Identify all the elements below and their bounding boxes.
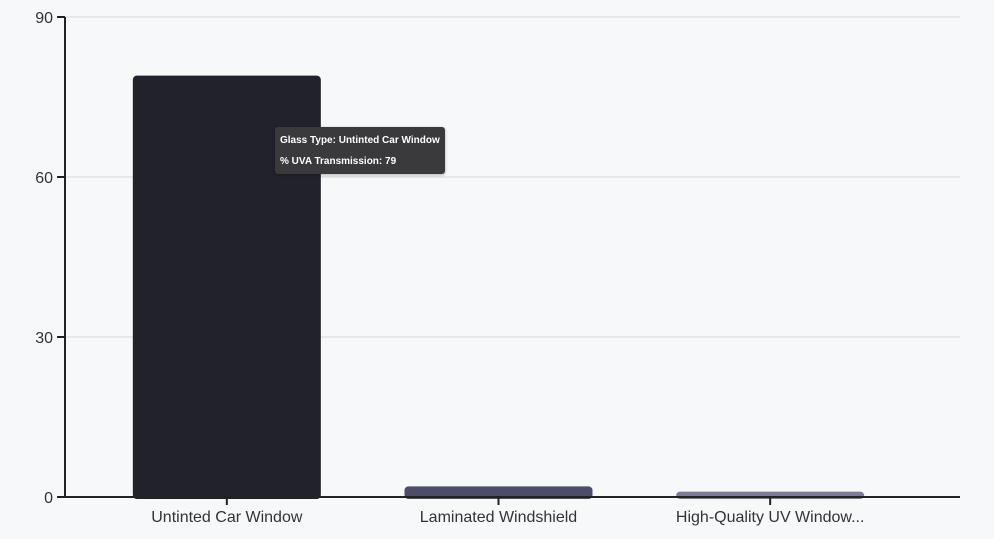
bar[interactable] (132, 75, 321, 500)
x-tick-label: Untinted Car Window (151, 509, 303, 526)
y-tick-label: 0 (44, 490, 53, 507)
tooltip-glass-type: Glass Type: Untinted Car Window (280, 135, 440, 146)
bars (132, 75, 865, 500)
y-tick-label: 60 (35, 170, 53, 187)
x-tick-label: High-Quality UV Window... (676, 509, 865, 526)
x-tick-label: Laminated Windshield (420, 509, 577, 526)
tooltip-uva-transmission: % UVA Transmission: 79 (280, 156, 397, 167)
x-axis-ticks: Untinted Car Window Laminated Windshield H… (151, 497, 864, 526)
y-axis-ticks: 0 30 60 90 (35, 10, 65, 507)
bar[interactable] (404, 486, 593, 499)
y-tick-label: 30 (35, 330, 53, 347)
y-tick-label: 90 (35, 10, 53, 27)
bar-tooltip: Glass Type: Untinted Car Window % UVA Tr… (275, 127, 445, 174)
